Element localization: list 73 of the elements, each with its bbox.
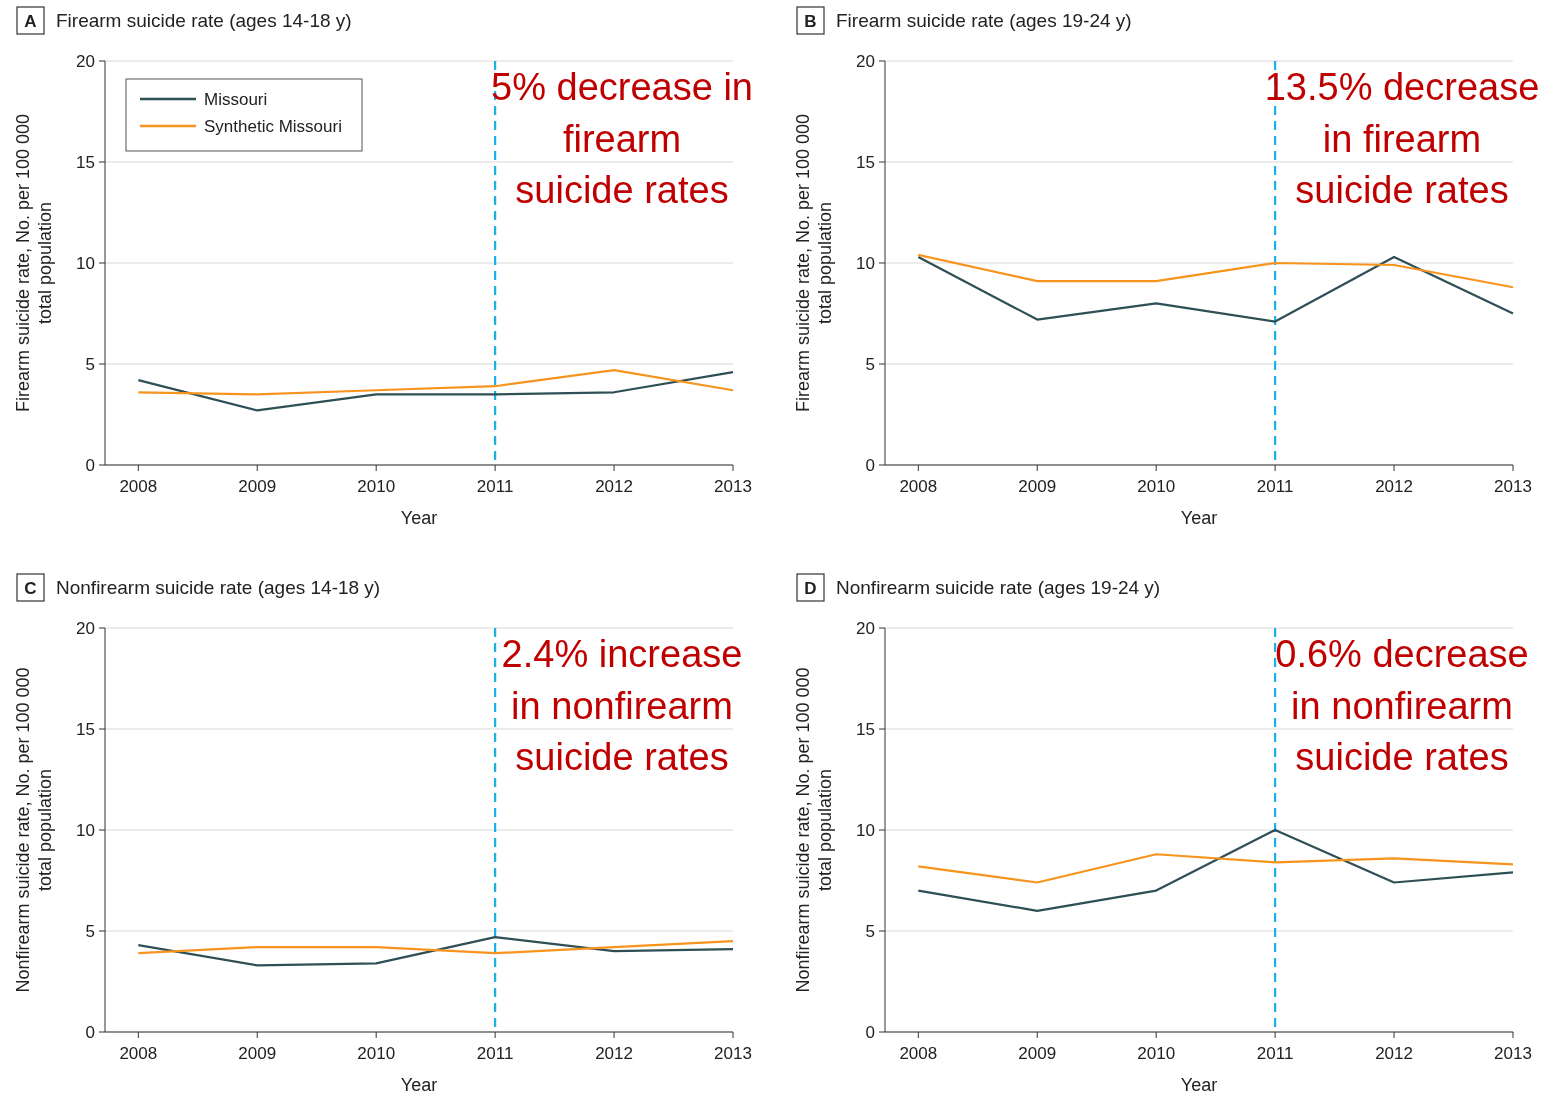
y-tick-label: 0 xyxy=(865,1023,875,1042)
text: B xyxy=(804,12,817,31)
y-axis-title: Firearm suicide rate, No. per 100 000 total population xyxy=(793,113,835,413)
x-tick-label: 2008 xyxy=(899,477,938,496)
x-tick-label: 2009 xyxy=(238,1044,277,1063)
y-tick-label: 10 xyxy=(76,821,95,840)
line-series xyxy=(917,255,1515,323)
text: A xyxy=(24,12,37,31)
x-tick-label: 2012 xyxy=(1375,477,1413,496)
line-series xyxy=(137,370,735,412)
text: D xyxy=(804,579,817,598)
x-tick-label: 2011 xyxy=(476,1044,514,1063)
x-tick-label: 2012 xyxy=(595,477,633,496)
annotation: 2.4% increase in nonfirearm suicide rates xyxy=(501,633,743,778)
line-series xyxy=(137,368,735,396)
y-tick-label: 20 xyxy=(856,52,875,71)
x-tick-label: 2010 xyxy=(1137,477,1176,496)
chart-title: Firearm suicide rate (ages 19-24 y) xyxy=(836,10,1132,31)
x-tick-label: 2013 xyxy=(714,477,752,496)
y-tick-label: 15 xyxy=(856,153,875,172)
x-tick-label: 2011 xyxy=(1256,1044,1294,1063)
line-series xyxy=(917,253,1515,289)
annotation: 5% decrease in firearm suicide rates xyxy=(491,66,753,211)
y-tick-label: 20 xyxy=(76,619,95,638)
x-tick-label: 2009 xyxy=(238,477,277,496)
x-tick-label: 2008 xyxy=(899,1044,938,1063)
x-tick-label: 2011 xyxy=(476,477,514,496)
y-tick-label: 15 xyxy=(76,720,95,739)
line-series xyxy=(137,935,735,967)
line-series xyxy=(917,828,1515,912)
x-tick-label: 2008 xyxy=(119,1044,158,1063)
y-tick-label: 10 xyxy=(856,821,875,840)
chart-title: Firearm suicide rate (ages 14-18 y) xyxy=(56,10,352,31)
x-tick-label: 2013 xyxy=(714,1044,752,1063)
y-axis-title: Nonfirearm suicide rate, No. per 100 000 total population xyxy=(13,667,55,993)
y-tick-label: 0 xyxy=(85,456,95,475)
y-tick-label: 5 xyxy=(865,355,875,374)
legend-label: Missouri xyxy=(204,90,268,109)
x-tick-label: 2013 xyxy=(1494,477,1532,496)
y-tick-label: 10 xyxy=(76,254,95,273)
x-tick-label: 2013 xyxy=(1494,1044,1532,1063)
x-axis-title: Year xyxy=(1180,1075,1218,1094)
line-series xyxy=(917,853,1515,884)
y-tick-label: 0 xyxy=(85,1023,95,1042)
y-tick-label: 10 xyxy=(856,254,875,273)
y-tick-label: 5 xyxy=(85,355,95,374)
x-axis-title: Year xyxy=(400,508,438,528)
y-tick-label: 5 xyxy=(865,922,875,941)
x-tick-label: 2009 xyxy=(1018,1044,1057,1063)
annotation: 0.6% decrease in nonfirearm suicide rates xyxy=(1275,633,1529,778)
y-axis-title: Nonfirearm suicide rate, No. per 100 000 total population xyxy=(793,667,835,993)
x-tick-label: 2009 xyxy=(1018,477,1057,496)
x-tick-label: 2012 xyxy=(595,1044,633,1063)
y-tick-label: 5 xyxy=(85,922,95,941)
x-tick-label: 2010 xyxy=(1137,1044,1176,1063)
y-tick-label: 15 xyxy=(856,720,875,739)
y-tick-label: 15 xyxy=(76,153,95,172)
chart-title: Nonfirearm suicide rate (ages 14-18 y) xyxy=(56,577,381,598)
y-tick-label: 0 xyxy=(865,456,875,475)
x-tick-label: 2011 xyxy=(1256,477,1294,496)
y-axis-title: Firearm suicide rate, No. per 100 000 total population xyxy=(13,113,55,413)
y-tick-label: 20 xyxy=(856,619,875,638)
x-tick-label: 2008 xyxy=(119,477,158,496)
x-tick-label: 2012 xyxy=(1375,1044,1413,1063)
x-axis-title: Year xyxy=(1180,508,1218,528)
x-tick-label: 2010 xyxy=(357,477,396,496)
x-tick-label: 2010 xyxy=(357,1044,396,1063)
x-axis-title: Year xyxy=(400,1075,438,1094)
y-tick-label: 20 xyxy=(76,52,95,71)
text: C xyxy=(24,579,37,598)
chart-title: Nonfirearm suicide rate (ages 19-24 y) xyxy=(836,577,1161,598)
legend-label: Synthetic Missouri xyxy=(204,117,342,136)
annotation: 13.5% decrease in firearm suicide rates xyxy=(1264,66,1540,211)
